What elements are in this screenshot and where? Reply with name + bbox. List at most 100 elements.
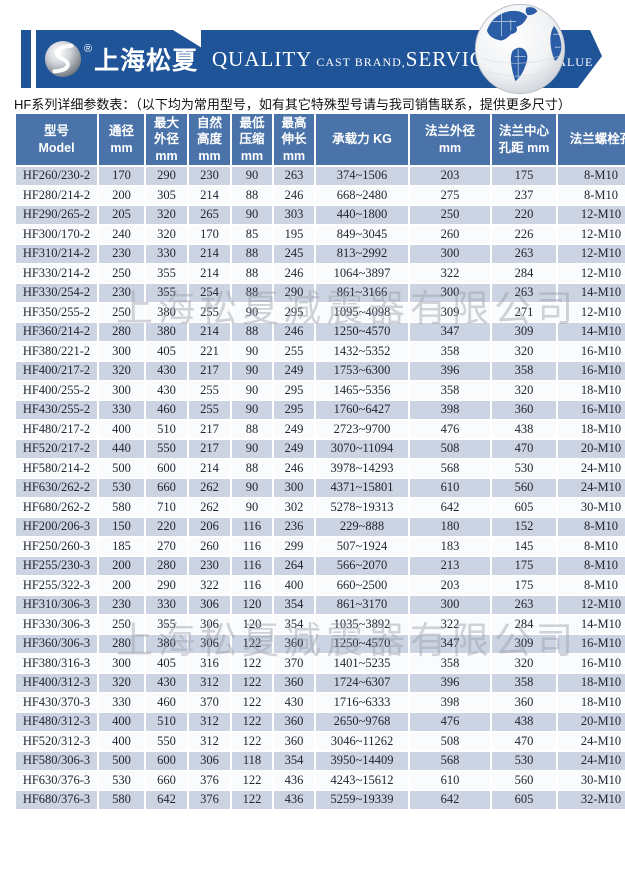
table-row: HF330/214-2 250 355 214 88 246 1064~3897 322 284… xyxy=(14,262,625,284)
table-cell: 358 xyxy=(408,652,492,674)
table-cell: HF580/214-2 xyxy=(14,457,99,479)
table-cell: 8-M10 xyxy=(556,184,625,206)
table-cell: 90 xyxy=(230,496,274,518)
table-cell: 550 xyxy=(144,730,189,752)
table-cell: 116 xyxy=(230,535,274,557)
table-cell: 1716~6333 xyxy=(314,691,410,713)
table-cell: 295 xyxy=(272,301,316,323)
table-cell: 206 xyxy=(187,516,232,538)
table-cell: 116 xyxy=(230,574,274,596)
table-cell: 195 xyxy=(272,223,316,245)
table-cell: 510 xyxy=(144,711,189,733)
table-cell: 1250~4570 xyxy=(314,633,410,655)
table-cell: 170 xyxy=(97,165,146,187)
table-cell: 330 xyxy=(144,594,189,616)
table-cell: 376 xyxy=(187,789,232,811)
table-cell: 16-M10 xyxy=(556,652,625,674)
table-cell: 1465~5356 xyxy=(314,379,410,401)
table-cell: HF300/170-2 xyxy=(14,223,99,245)
table-cell: 380 xyxy=(144,633,189,655)
header-accent-bar xyxy=(21,30,31,88)
table-cell: 430 xyxy=(144,379,189,401)
table-cell: 284 xyxy=(490,613,558,635)
table-cell: 8-M10 xyxy=(556,574,625,596)
table-cell: 476 xyxy=(408,711,492,733)
table-cell: 360 xyxy=(272,633,316,655)
table-cell: 306 xyxy=(187,633,232,655)
table-cell: 16-M10 xyxy=(556,340,625,362)
table-cell: 380 xyxy=(144,321,189,343)
table-row: HF380/316-3 300 405 316 122 370 1401~5235 358 32… xyxy=(14,652,625,674)
table-cell: 376 xyxy=(187,769,232,791)
table-cell: 255 xyxy=(272,340,316,362)
table-cell: 18-M10 xyxy=(556,379,625,401)
table-cell: 255 xyxy=(187,301,232,323)
column-header: 通径 mm xyxy=(97,112,146,167)
table-cell: 500 xyxy=(97,457,146,479)
table-cell: 246 xyxy=(272,184,316,206)
table-cell: 221 xyxy=(187,340,232,362)
table-cell: 405 xyxy=(144,340,189,362)
table-cell: 605 xyxy=(490,496,558,518)
table-cell: 347 xyxy=(408,633,492,655)
table-cell: 347 xyxy=(408,321,492,343)
table-cell: 460 xyxy=(144,691,189,713)
table-cell: 180 xyxy=(408,516,492,538)
table-cell: 20-M10 xyxy=(556,711,625,733)
globe-icon xyxy=(474,3,566,95)
table-row: HF280/214-2 200 305 214 88 246 668~2480 275 237 8… xyxy=(14,184,625,206)
table-row: HF260/230-2 170 290 230 90 263 374~1506 203 175 8… xyxy=(14,165,625,187)
table-cell: 1760~6427 xyxy=(314,399,410,421)
table-cell: 255 xyxy=(187,379,232,401)
table-cell: HF330/254-2 xyxy=(14,282,99,304)
table-cell: 660 xyxy=(144,769,189,791)
table-row: HF250/260-3 185 270 260 116 299 507~1924 183 145… xyxy=(14,535,625,557)
table-cell: 580 xyxy=(97,789,146,811)
table-cell: 302 xyxy=(272,496,316,518)
table-cell: 88 xyxy=(230,184,274,206)
table-cell: 88 xyxy=(230,418,274,440)
column-header: 自然 高度 mm xyxy=(187,112,232,167)
table-cell: 236 xyxy=(272,516,316,538)
table-cell: 120 xyxy=(230,613,274,635)
table-cell: 358 xyxy=(408,340,492,362)
table-cell: 358 xyxy=(490,360,558,382)
table-row: HF350/255-2 250 380 255 90 295 1095~4098 309 271… xyxy=(14,301,625,323)
table-row: HF630/376-3 530 660 376 122 436 4243~15612 610 5… xyxy=(14,769,625,791)
table-cell: 470 xyxy=(490,730,558,752)
table-cell: 116 xyxy=(230,555,274,577)
table-caption: HF系列详细参数表：（以下均为常用型号，如有其它特殊型号请与我司销售联系，提供更… xyxy=(14,97,571,112)
table-cell: 120 xyxy=(230,594,274,616)
table-cell: HF330/306-3 xyxy=(14,613,99,635)
table-cell: HF400/255-2 xyxy=(14,379,99,401)
table-cell: 230 xyxy=(187,165,232,187)
table-cell: 560 xyxy=(490,477,558,499)
table-cell: 580 xyxy=(97,496,146,518)
table-cell: 246 xyxy=(272,321,316,343)
table-cell: 90 xyxy=(230,301,274,323)
table-cell: 660~2500 xyxy=(314,574,410,596)
table-cell: 260 xyxy=(187,535,232,557)
table-cell: 1724~6307 xyxy=(314,672,410,694)
column-header: 法兰外径 mm xyxy=(408,112,492,167)
table-cell: 305 xyxy=(144,184,189,206)
table-cell: 24-M10 xyxy=(556,750,625,772)
table-cell: 330 xyxy=(97,399,146,421)
column-header: 承载力 KG xyxy=(314,112,410,167)
table-cell: 90 xyxy=(230,165,274,187)
table-cell: 250 xyxy=(97,613,146,635)
table-cell: 205 xyxy=(97,204,146,226)
table-cell: 610 xyxy=(408,477,492,499)
table-cell: 3046~11262 xyxy=(314,730,410,752)
table-cell: 470 xyxy=(490,438,558,460)
table-cell: 861~3170 xyxy=(314,594,410,616)
table-cell: 175 xyxy=(490,165,558,187)
table-cell: 398 xyxy=(408,399,492,421)
table-cell: 16-M10 xyxy=(556,633,625,655)
table-cell: 152 xyxy=(490,516,558,538)
table-row: HF580/214-2 500 600 214 88 246 3978~14293 568 53… xyxy=(14,457,625,479)
table-cell: 3950~14409 xyxy=(314,750,410,772)
table-cell: 605 xyxy=(490,789,558,811)
table-cell: 200 xyxy=(97,184,146,206)
table-cell: 24-M10 xyxy=(556,457,625,479)
